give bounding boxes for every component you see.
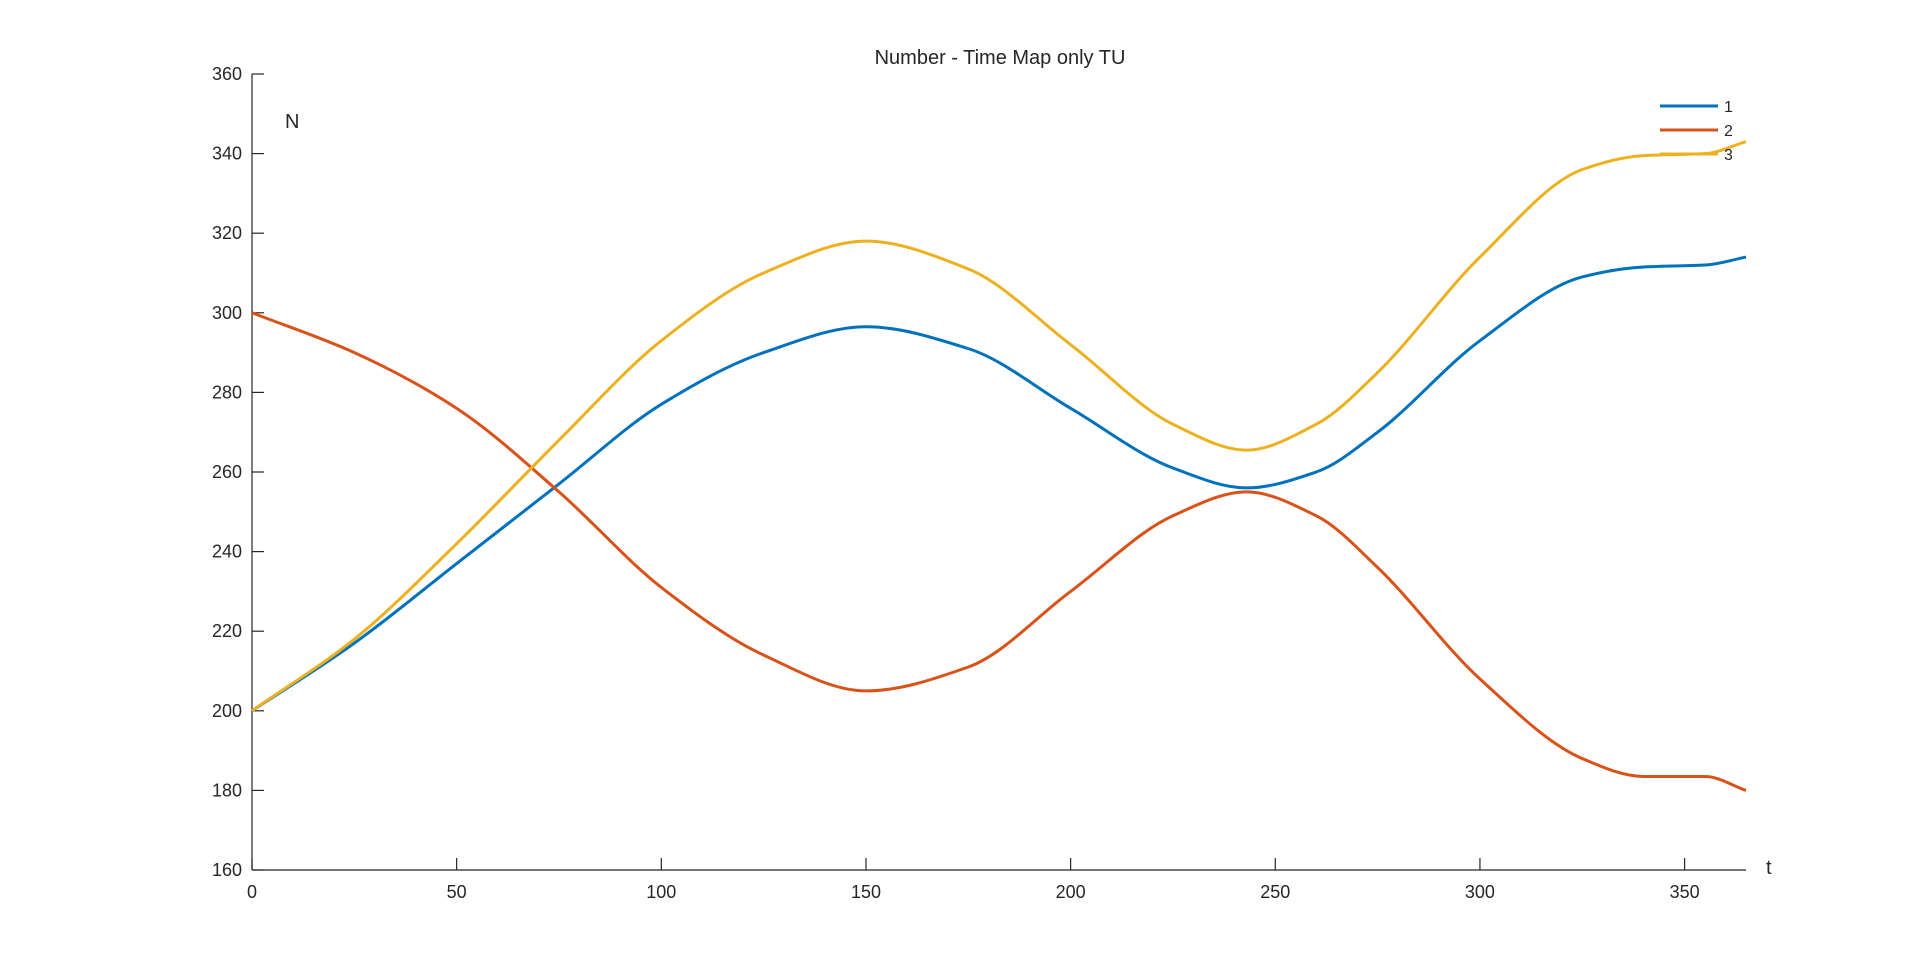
y-tick-label: 180 bbox=[212, 780, 242, 800]
series-layer bbox=[251, 140, 1747, 792]
axes: 0 50 100 150 200 250 300 350 160 180 200 220 240 260 2… bbox=[212, 64, 1746, 902]
legend-label-3: 3 bbox=[1724, 147, 1733, 164]
y-tick-label: 200 bbox=[212, 701, 242, 721]
x-tick-label: 350 bbox=[1670, 882, 1700, 902]
x-tick-label: 250 bbox=[1260, 882, 1290, 902]
x-tick-label: 100 bbox=[646, 882, 676, 902]
legend-label-1: 1 bbox=[1724, 99, 1733, 116]
y-tick-label: 260 bbox=[212, 462, 242, 482]
y-tick-label: 240 bbox=[212, 542, 242, 562]
series-line-2 bbox=[251, 311, 1747, 792]
legend-label-2: 2 bbox=[1724, 123, 1733, 140]
x-tick-label: 200 bbox=[1056, 882, 1086, 902]
y-tick-label: 220 bbox=[212, 621, 242, 641]
x-tick-label: 0 bbox=[247, 882, 257, 902]
chart-title: Number - Time Map only TU bbox=[875, 47, 1126, 69]
x-tick-label: 300 bbox=[1465, 882, 1495, 902]
y-axis-label: N bbox=[285, 111, 299, 133]
x-tick-label: 50 bbox=[447, 882, 467, 902]
series-line-3 bbox=[251, 140, 1747, 713]
y-tick-label: 340 bbox=[212, 144, 242, 164]
y-tick-label: 160 bbox=[212, 860, 242, 880]
y-tick-label: 320 bbox=[212, 223, 242, 243]
y-tick-label: 300 bbox=[212, 303, 242, 323]
series-line-1 bbox=[251, 255, 1747, 713]
x-tick-label: 150 bbox=[851, 882, 881, 902]
legend: 1 2 3 bbox=[1660, 99, 1733, 164]
x-axis-label: t bbox=[1766, 857, 1772, 879]
y-tick-label: 280 bbox=[212, 382, 242, 402]
y-tick-label: 360 bbox=[212, 64, 242, 84]
